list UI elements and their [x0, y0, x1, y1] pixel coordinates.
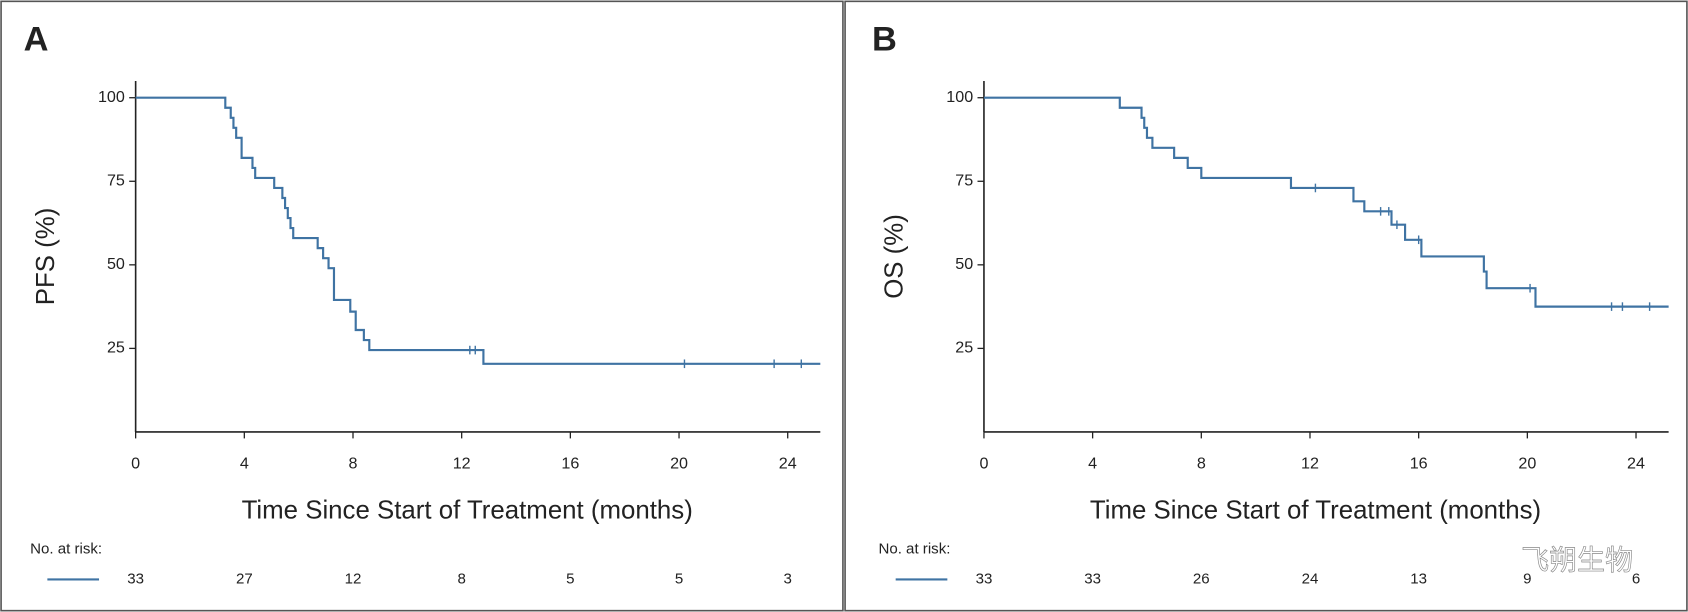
at-risk-count: 12	[345, 570, 362, 587]
at-risk-count: 5	[566, 570, 574, 587]
x-tick-label: 20	[1518, 455, 1536, 473]
at-risk-count: 33	[127, 570, 144, 587]
at-risk-count: 24	[1302, 570, 1319, 587]
survival-curve	[135, 96, 821, 365]
at-risk-count: 26	[1193, 570, 1210, 587]
y-tick-label: 25	[107, 339, 125, 357]
at-risk-label: No. at risk:	[878, 540, 950, 557]
at-risk-count: 8	[457, 570, 465, 587]
x-tick-label: 24	[1627, 455, 1645, 473]
y-tick-label: 75	[955, 172, 973, 190]
panel-frame	[0, 0, 844, 612]
y-axis-title: OS (%)	[881, 214, 909, 299]
at-risk-count: 5	[675, 570, 683, 587]
y-tick-label: 75	[107, 172, 125, 190]
at-risk-label: No. at risk:	[30, 540, 102, 557]
panel-frame	[844, 0, 1688, 612]
y-tick-label: 50	[107, 255, 125, 273]
x-tick-label: 8	[349, 455, 358, 473]
x-tick-label: 0	[979, 455, 988, 473]
at-risk-count: 9	[1523, 570, 1531, 587]
x-axis-title: Time Since Start of Treatment (months)	[242, 496, 693, 524]
at-risk-count: 3	[784, 570, 792, 587]
x-tick-label: 4	[240, 455, 249, 473]
x-tick-label: 0	[131, 455, 140, 473]
x-tick-label: 16	[1410, 455, 1428, 473]
watermark: 飞朔生物	[1521, 545, 1633, 576]
at-risk-count: 33	[976, 570, 993, 587]
y-tick-label: 25	[955, 339, 973, 357]
x-tick-label: 20	[670, 455, 688, 473]
x-tick-label: 12	[1301, 455, 1319, 473]
panel-label: A	[24, 20, 49, 58]
y-tick-label: 100	[98, 88, 125, 106]
at-risk-count: 27	[236, 570, 253, 587]
survival-curve	[983, 96, 1669, 308]
at-risk-count: 33	[1084, 570, 1101, 587]
x-tick-label: 8	[1197, 455, 1206, 473]
y-axis-title: PFS (%)	[32, 208, 60, 306]
at-risk-count: 13	[1410, 570, 1427, 587]
at-risk-count: 6	[1632, 570, 1640, 587]
y-tick-label: 50	[955, 255, 973, 273]
x-tick-label: 16	[561, 455, 579, 473]
x-tick-label: 4	[1088, 455, 1097, 473]
x-tick-label: 24	[779, 455, 797, 473]
panel-label: B	[872, 20, 897, 58]
y-tick-label: 100	[946, 88, 973, 106]
x-axis-title: Time Since Start of Treatment (months)	[1090, 496, 1541, 524]
x-tick-label: 12	[453, 455, 471, 473]
